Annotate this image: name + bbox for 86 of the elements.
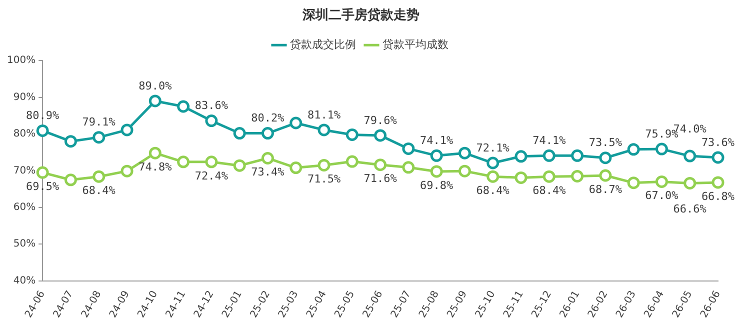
point <box>430 149 443 162</box>
point <box>318 158 330 172</box>
data-label: 71.5% <box>307 172 341 186</box>
point <box>486 170 500 183</box>
point <box>712 176 724 189</box>
point <box>684 150 696 162</box>
data-label: 69.8% <box>420 178 454 192</box>
data-label: 73.4% <box>251 166 285 179</box>
data-label: 81.1% <box>307 108 341 122</box>
point <box>655 142 668 156</box>
data-label: 68.7% <box>588 182 622 196</box>
point <box>542 149 556 162</box>
legend-label: 贷款成交比例 <box>290 38 356 51</box>
point <box>627 143 640 156</box>
point <box>571 170 584 182</box>
y-tick-label: 70% <box>13 165 36 176</box>
data-label: 74.1% <box>420 134 454 148</box>
point <box>712 151 724 164</box>
point <box>486 156 500 170</box>
y-tick-label: 90% <box>13 92 36 103</box>
data-label: 68.4% <box>532 184 566 197</box>
point <box>374 158 387 172</box>
point <box>542 170 556 183</box>
point <box>120 124 134 136</box>
point <box>177 156 190 168</box>
point <box>233 159 246 172</box>
point <box>402 161 415 174</box>
point <box>177 100 190 113</box>
point <box>458 146 471 160</box>
data-label: 68.4% <box>82 184 116 197</box>
point <box>148 94 162 108</box>
data-label: 79.1% <box>82 116 116 129</box>
data-label: 89.0% <box>138 79 172 92</box>
point <box>627 176 640 190</box>
point <box>233 127 246 140</box>
y-tick-label: 50% <box>13 238 36 250</box>
point <box>402 142 415 155</box>
data-label: 68.4% <box>476 184 510 197</box>
point <box>599 152 612 164</box>
data-label: 74.1% <box>532 134 566 148</box>
data-label: 69.5% <box>26 180 60 193</box>
data-label: 79.6% <box>364 114 398 127</box>
data-label: 80.9% <box>26 109 60 122</box>
data-label: 67.0% <box>645 189 679 202</box>
data-label: 73.5% <box>588 136 622 150</box>
point <box>92 170 106 183</box>
point <box>261 127 274 140</box>
data-label: 71.6% <box>364 172 398 186</box>
data-label: 72.4% <box>194 169 228 182</box>
point <box>120 164 134 178</box>
legend-label: 贷款平均成数 <box>382 38 448 51</box>
point <box>514 150 528 163</box>
point <box>684 176 696 190</box>
point <box>571 149 584 162</box>
point <box>261 152 274 164</box>
point <box>430 165 443 178</box>
point <box>514 171 528 184</box>
data-label: 66.6% <box>673 202 707 216</box>
point <box>290 162 302 174</box>
y-tick-label: 100% <box>6 55 36 66</box>
data-label: 66.8% <box>701 190 735 203</box>
point <box>205 156 218 168</box>
point <box>599 169 612 182</box>
point <box>346 128 358 141</box>
point <box>148 146 162 160</box>
data-label: 72.1% <box>476 141 510 154</box>
data-label: 74.8% <box>138 160 172 174</box>
point <box>655 175 668 188</box>
data-label: 80.2% <box>251 112 285 125</box>
point <box>64 174 77 186</box>
data-label: 73.6% <box>701 136 735 149</box>
point <box>458 164 471 178</box>
y-tick-label: 60% <box>13 202 36 214</box>
point <box>92 131 106 144</box>
point <box>374 129 387 142</box>
y-tick-label: 40% <box>13 275 36 286</box>
point <box>36 166 49 179</box>
point <box>318 124 330 136</box>
point <box>36 124 49 137</box>
point <box>64 135 77 148</box>
point <box>346 155 358 168</box>
point <box>205 114 218 128</box>
chart-title: 深圳二手房贷款走势 <box>302 7 420 24</box>
data-label: 83.6% <box>194 99 228 112</box>
point <box>290 116 302 130</box>
y-tick-label: 80% <box>13 128 36 140</box>
